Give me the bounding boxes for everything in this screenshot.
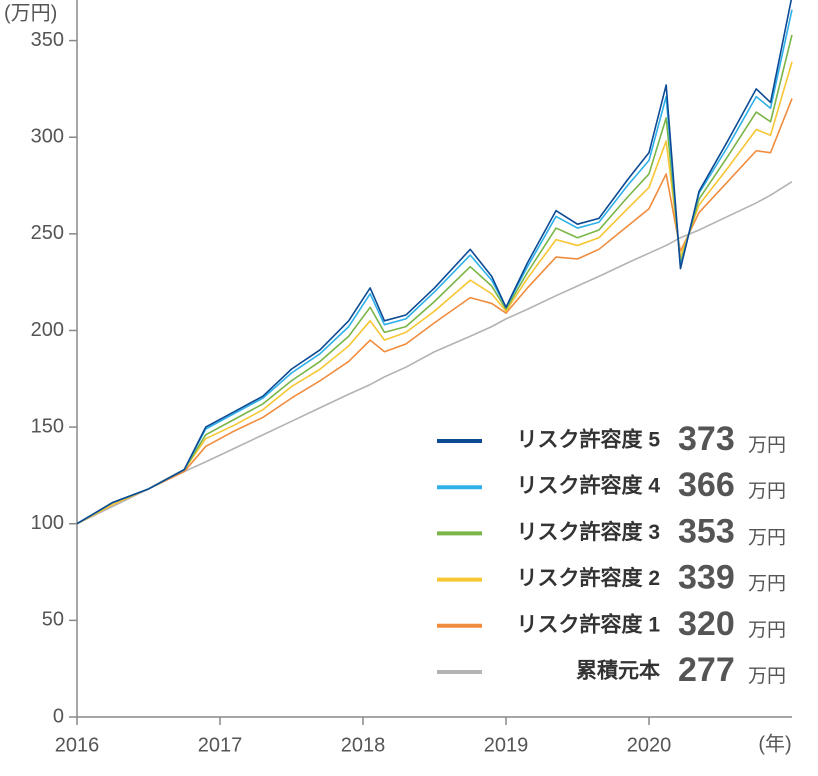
legend-name: 累積元本 — [576, 660, 660, 683]
legend-value: 353 — [678, 512, 735, 550]
legend-unit: 万円 — [748, 435, 786, 456]
y-unit-label: (万円) — [4, 2, 57, 24]
y-tick-label: 300 — [31, 125, 64, 147]
legend-unit: 万円 — [748, 527, 786, 548]
series-line — [76, 180, 793, 525]
series-line — [76, 0, 793, 525]
y-tick-label: 250 — [31, 222, 64, 244]
series-line — [76, 61, 793, 525]
x-tick-label: 2017 — [198, 734, 243, 756]
y-tick-label: 200 — [31, 319, 64, 341]
x-unit-label: (年) — [758, 732, 791, 755]
legend-name: リスク許容度 5 — [516, 428, 660, 452]
y-tick-label: 0 — [53, 705, 64, 727]
legend-value: 320 — [678, 605, 735, 643]
legend-name: リスク許容度 1 — [516, 612, 660, 636]
x-tick-label: 2016 — [55, 734, 100, 756]
legend-value: 373 — [678, 420, 735, 458]
legend-unit: 万円 — [748, 574, 786, 595]
x-tick-label: 2019 — [484, 734, 529, 756]
y-tick-label: 150 — [31, 415, 64, 437]
series-line — [76, 98, 793, 525]
x-tick-label: 2018 — [341, 734, 386, 756]
y-tick-label: 100 — [31, 512, 64, 534]
legend-name: リスク許容度 2 — [516, 566, 660, 590]
legend-unit: 万円 — [748, 481, 786, 502]
y-tick-label: 350 — [31, 29, 64, 51]
legend-value: 277 — [678, 651, 735, 689]
legend-value: 366 — [678, 466, 735, 504]
legend-name: リスク許容度 4 — [516, 474, 660, 498]
y-tick-label: 50 — [42, 609, 64, 631]
legend-unit: 万円 — [748, 666, 786, 687]
legend-name: リスク許容度 3 — [516, 520, 660, 544]
x-tick-label: 2020 — [627, 734, 672, 756]
legend-value: 339 — [678, 559, 735, 597]
legend-unit: 万円 — [748, 620, 786, 641]
